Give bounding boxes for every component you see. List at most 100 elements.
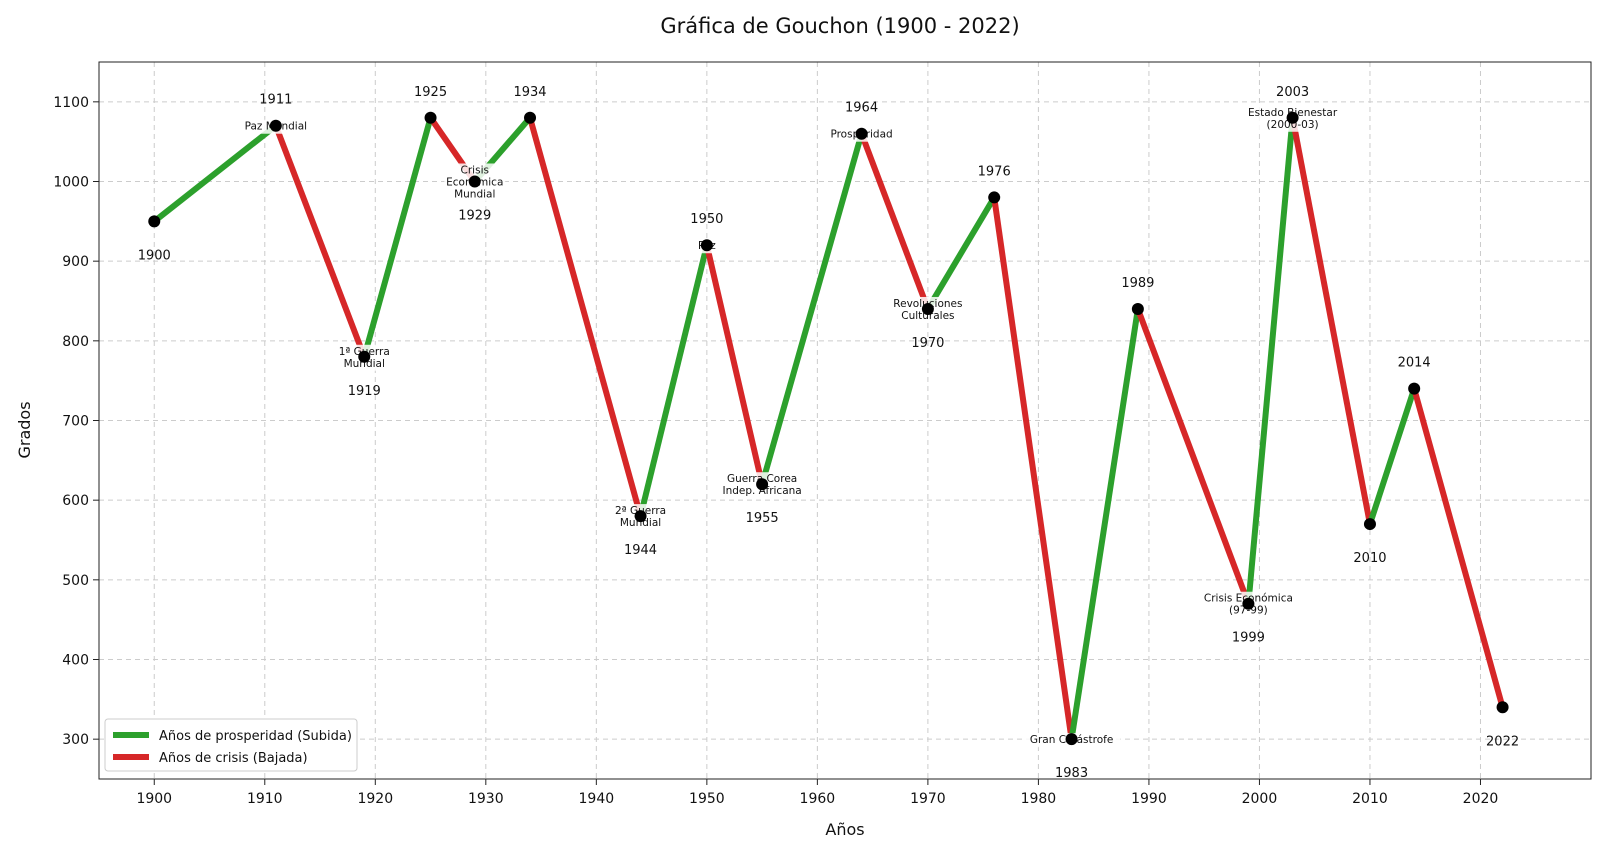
series-segments bbox=[152, 115, 1506, 740]
event-label-line: Indep. Africana bbox=[722, 485, 801, 497]
event-label-line: Culturales bbox=[901, 310, 954, 322]
x-tick-label: 1970 bbox=[910, 791, 946, 807]
y-axis-label: Grados bbox=[15, 401, 34, 458]
y-tick-label: 1100 bbox=[53, 95, 89, 111]
event-label-line: Mundial bbox=[344, 358, 385, 370]
rising-segment bbox=[759, 132, 865, 486]
year-labels: 1900 1911 1919 1925 1929 1934 1944 1950 1955 1964… bbox=[138, 85, 1519, 781]
x-tick-label: 2010 bbox=[1352, 791, 1388, 807]
rising-segment bbox=[1367, 387, 1418, 525]
y-tick-label: 500 bbox=[62, 573, 89, 589]
data-point bbox=[921, 302, 934, 315]
falling-segment bbox=[273, 124, 368, 358]
data-point bbox=[468, 175, 481, 188]
year-label: 1929 bbox=[458, 209, 491, 224]
x-axis-ticks: 1900 1910 1920 1930 1940 1950 1960 1970 1980 1990… bbox=[136, 779, 1498, 807]
x-tick-label: 1910 bbox=[247, 791, 283, 807]
year-label: 2014 bbox=[1398, 356, 1431, 371]
year-label: 1944 bbox=[624, 543, 657, 558]
year-label: 1970 bbox=[911, 336, 944, 351]
y-tick-label: 700 bbox=[62, 414, 89, 430]
x-tick-label: 1920 bbox=[357, 791, 393, 807]
year-label: 1925 bbox=[414, 85, 447, 100]
year-label: 1999 bbox=[1232, 631, 1265, 646]
year-label: 1934 bbox=[513, 85, 546, 100]
legend-entry-label: Años de prosperidad (Subida) bbox=[159, 729, 352, 744]
year-label: 1950 bbox=[690, 212, 723, 227]
falling-segment bbox=[1135, 307, 1252, 605]
falling-segment bbox=[527, 116, 644, 517]
data-point bbox=[634, 510, 647, 523]
data-point bbox=[1131, 302, 1144, 315]
x-tick-label: 1930 bbox=[468, 791, 504, 807]
data-point bbox=[1496, 701, 1509, 714]
falling-segment bbox=[1289, 117, 1373, 525]
y-tick-label: 1000 bbox=[53, 175, 89, 191]
event-label-line: Crisis bbox=[461, 165, 489, 177]
data-points bbox=[148, 111, 1509, 746]
legend: Años de prosperidad (Subida) Años de cris… bbox=[104, 718, 358, 772]
plot-frame bbox=[98, 61, 1592, 780]
rising-segment bbox=[1245, 117, 1296, 605]
event-label-line: Mundial bbox=[454, 189, 495, 201]
data-point bbox=[1408, 382, 1421, 395]
data-point bbox=[855, 127, 868, 140]
x-axis-label: Años bbox=[825, 820, 864, 839]
rising-segment bbox=[152, 123, 278, 224]
year-label: 1900 bbox=[138, 248, 171, 263]
grid bbox=[99, 62, 1591, 779]
event-label-line: Mundial bbox=[620, 517, 661, 529]
year-label: 2003 bbox=[1276, 85, 1309, 100]
legend-entry-label: Años de crisis (Bajada) bbox=[159, 751, 308, 766]
year-label: 1911 bbox=[259, 93, 292, 108]
legend-box bbox=[104, 718, 358, 772]
data-point bbox=[756, 478, 769, 491]
data-point bbox=[1242, 597, 1255, 610]
year-label: 1964 bbox=[845, 101, 878, 116]
data-point bbox=[524, 111, 537, 124]
data-point bbox=[148, 215, 161, 228]
event-label-line: (97-99) bbox=[1229, 605, 1268, 617]
rising-segment bbox=[637, 244, 710, 517]
y-tick-label: 300 bbox=[62, 732, 89, 748]
year-label: 1976 bbox=[978, 164, 1011, 179]
rising-segment bbox=[1068, 308, 1141, 740]
year-label: 2010 bbox=[1353, 551, 1386, 566]
x-tick-label: 1960 bbox=[800, 791, 836, 807]
year-label: 1983 bbox=[1055, 766, 1088, 781]
rising-segment bbox=[925, 195, 997, 311]
y-tick-label: 400 bbox=[62, 653, 89, 669]
data-point bbox=[1286, 111, 1299, 124]
x-tick-label: 1940 bbox=[579, 791, 615, 807]
data-point bbox=[700, 239, 713, 252]
falling-segment bbox=[858, 132, 931, 311]
x-tick-label: 1950 bbox=[689, 791, 725, 807]
y-axis-ticks: 300 400 500 600 700 800 900 1000 1100 bbox=[53, 95, 99, 748]
falling-segment bbox=[1411, 387, 1506, 709]
chart-title: Gráfica de Gouchon (1900 - 2022) bbox=[660, 14, 1019, 38]
year-label: 2022 bbox=[1486, 734, 1519, 749]
event-annotation: 1ª Guerra Mundial bbox=[333, 344, 395, 371]
falling-segment bbox=[703, 244, 766, 485]
x-tick-label: 2020 bbox=[1463, 791, 1499, 807]
year-label: 1955 bbox=[746, 511, 779, 526]
x-tick-label: 1900 bbox=[136, 791, 172, 807]
x-tick-label: 2000 bbox=[1242, 791, 1278, 807]
data-point bbox=[269, 119, 282, 132]
data-point bbox=[424, 111, 437, 124]
year-label: 1989 bbox=[1121, 276, 1154, 291]
y-tick-label: 600 bbox=[62, 493, 89, 509]
y-tick-label: 800 bbox=[62, 334, 89, 350]
data-point bbox=[988, 191, 1001, 204]
y-tick-label: 900 bbox=[62, 254, 89, 270]
data-point bbox=[358, 350, 371, 363]
data-point bbox=[1065, 733, 1078, 746]
falling-segment bbox=[991, 197, 1075, 740]
data-point bbox=[1363, 518, 1376, 531]
year-label: 1919 bbox=[348, 384, 381, 399]
x-tick-label: 1980 bbox=[1021, 791, 1057, 807]
event-label-line: (2000-03) bbox=[1267, 119, 1319, 131]
x-tick-label: 1990 bbox=[1131, 791, 1167, 807]
